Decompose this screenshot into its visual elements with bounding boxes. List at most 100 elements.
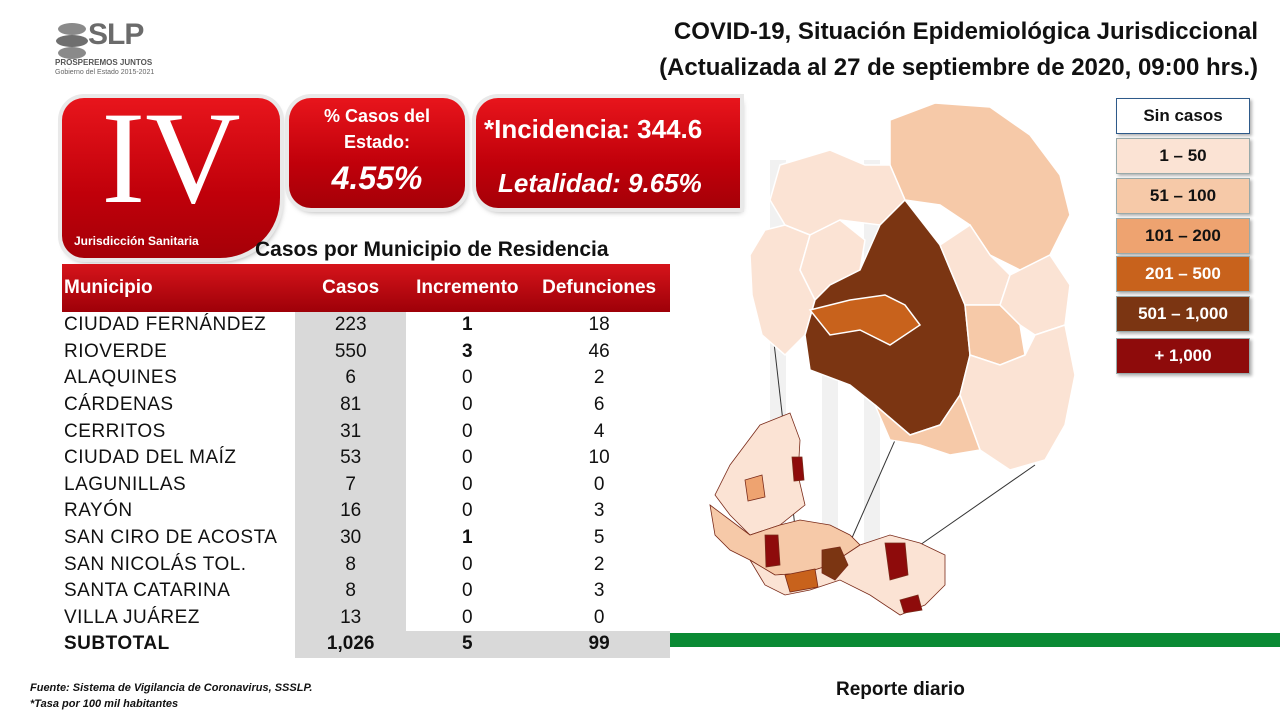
column-header-defunciones: Defunciones bbox=[528, 264, 670, 312]
incidence-value: *Incidencia: 344.6 bbox=[484, 114, 703, 144]
cell-defunciones: 99 bbox=[528, 631, 670, 658]
legend-item: Sin casos bbox=[1116, 98, 1250, 134]
table-row: SANTA CATARINA 8 0 3 bbox=[62, 577, 670, 605]
slp-logo-icon bbox=[56, 23, 88, 59]
legend-item: 201 – 500 bbox=[1116, 256, 1250, 292]
cell-casos: 31 bbox=[294, 418, 407, 445]
cases-table: Municipio Casos Incremento Defunciones C… bbox=[62, 264, 670, 658]
state-map-matehuala bbox=[791, 456, 805, 482]
column-header-municipio: Municipio bbox=[62, 264, 295, 312]
table-row: ALAQUINES 6 0 2 bbox=[62, 365, 670, 392]
table-row: SAN CIRO DE ACOSTA 30 1 5 bbox=[62, 524, 670, 552]
cell-defunciones: 0 bbox=[593, 606, 605, 628]
cell-defunciones: 6 bbox=[593, 394, 605, 416]
logo-text: SLP bbox=[88, 18, 144, 51]
page-title: COVID-19, Situación Epidemiológica Juris… bbox=[673, 18, 1258, 45]
cell-defunciones: 2 bbox=[593, 367, 605, 389]
subtotal-row: SUBTOTAL 1,026 5 99 bbox=[62, 631, 670, 658]
state-map-north bbox=[714, 412, 806, 536]
cell-casos: 53 bbox=[294, 444, 407, 472]
cell-incremento: 0 bbox=[462, 394, 473, 416]
cell-defunciones: 2 bbox=[593, 553, 605, 575]
cell-casos: 550 bbox=[294, 338, 407, 366]
logo-government: Gobierno del Estado 2015-2021 bbox=[55, 69, 155, 76]
cell-casos: 81 bbox=[294, 391, 407, 419]
logo-tagline: PROSPEREMOS JUNTOS bbox=[55, 58, 153, 67]
cell-municipio: CÁRDENAS bbox=[64, 394, 174, 416]
table-row: LAGUNILLAS 7 0 0 bbox=[62, 471, 670, 499]
cell-municipio: SANTA CATARINA bbox=[64, 580, 231, 602]
source-note: Fuente: Sistema de Vigilancia de Coronav… bbox=[30, 682, 313, 694]
cell-municipio: CERRITOS bbox=[64, 420, 166, 442]
jurisdiction-number: IV bbox=[101, 98, 241, 231]
cell-casos: 30 bbox=[294, 524, 407, 552]
state-map-valles bbox=[899, 594, 923, 614]
cell-casos: 16 bbox=[294, 498, 407, 525]
cell-casos: 13 bbox=[294, 604, 407, 632]
table-row: CIUDAD FERNÁNDEZ 223 1 18 bbox=[62, 312, 670, 339]
cell-defunciones: 4 bbox=[593, 420, 605, 442]
legend-item: 51 – 100 bbox=[1116, 178, 1250, 214]
table-row: VILLA JUÁREZ 13 0 0 bbox=[62, 604, 670, 632]
map-region-ciudad-fernandez bbox=[808, 294, 922, 346]
state-map-rioverde-small bbox=[821, 546, 849, 581]
legend-item: 1 – 50 bbox=[1116, 138, 1250, 174]
lethality-value: Letalidad: 9.65% bbox=[498, 168, 702, 198]
cell-incremento: 0 bbox=[462, 606, 473, 628]
cell-defunciones: 10 bbox=[588, 447, 610, 469]
cell-municipio: ALAQUINES bbox=[64, 367, 178, 389]
table-row: CÁRDENAS 81 0 6 bbox=[62, 391, 670, 419]
cell-incremento: 0 bbox=[462, 473, 473, 495]
table-title: Casos por Municipio de Residencia bbox=[255, 238, 609, 261]
jurisdiction-label: Jurisdicción Sanitaria bbox=[74, 234, 199, 248]
cell-casos: 8 bbox=[294, 551, 407, 578]
green-divider bbox=[670, 633, 1280, 647]
state-map-altiplano bbox=[744, 474, 766, 502]
table-row: CERRITOS 31 0 4 bbox=[62, 418, 670, 445]
cell-incremento: 0 bbox=[462, 420, 473, 442]
cell-municipio: SAN NICOLÁS TOL. bbox=[64, 553, 247, 575]
cell-municipio: RAYÓN bbox=[64, 500, 133, 522]
table-header-row: Municipio Casos Incremento Defunciones bbox=[62, 264, 670, 312]
cell-casos: 1,026 bbox=[294, 631, 407, 658]
table-row: RIOVERDE 550 3 46 bbox=[62, 338, 670, 366]
rates-card: *Incidencia: 344.6 Letalidad: 9.65% bbox=[476, 98, 740, 208]
cell-municipio: VILLA JUÁREZ bbox=[64, 606, 200, 628]
cell-casos: 6 bbox=[294, 365, 407, 392]
state-map-fernandez-small bbox=[784, 568, 819, 593]
cell-casos: 8 bbox=[294, 577, 407, 605]
cell-incremento: 5 bbox=[406, 631, 529, 658]
cell-municipio: SUBTOTAL bbox=[62, 631, 295, 658]
cell-defunciones: 3 bbox=[593, 580, 605, 602]
cell-incremento: 0 bbox=[462, 367, 473, 389]
state-share-value: 4.55% bbox=[331, 160, 423, 196]
cell-municipio: CIUDAD FERNÁNDEZ bbox=[64, 314, 267, 336]
jurisdiction-card: IV Jurisdicción Sanitaria bbox=[62, 98, 280, 258]
legend-item: 501 – 1,000 bbox=[1116, 296, 1250, 332]
column-header-incremento: Incremento bbox=[406, 264, 529, 312]
cell-incremento: 1 bbox=[462, 314, 473, 336]
rate-note: *Tasa por 100 mil habitantes bbox=[30, 698, 179, 710]
table-row: RAYÓN 16 0 3 bbox=[62, 498, 670, 525]
legend-item: 101 – 200 bbox=[1116, 218, 1250, 254]
map-region-south bbox=[874, 393, 982, 456]
cell-municipio: CIUDAD DEL MAÍZ bbox=[64, 447, 237, 469]
cell-incremento: 1 bbox=[462, 527, 473, 549]
legend-item: + 1,000 bbox=[1116, 338, 1250, 374]
cell-municipio: RIOVERDE bbox=[64, 340, 168, 362]
report-label: Reporte diario bbox=[836, 679, 965, 700]
cell-incremento: 0 bbox=[462, 580, 473, 602]
cell-defunciones: 0 bbox=[593, 473, 605, 495]
state-share-title: % Casos del Estado: bbox=[323, 106, 431, 152]
cell-defunciones: 5 bbox=[593, 527, 605, 549]
cell-incremento: 0 bbox=[462, 500, 473, 522]
cell-incremento: 0 bbox=[462, 553, 473, 575]
table-row: CIUDAD DEL MAÍZ 53 0 10 bbox=[62, 444, 670, 472]
state-map-capital bbox=[764, 534, 781, 568]
page-subtitle: (Actualizada al 27 de septiembre de 2020… bbox=[659, 54, 1258, 81]
jurisdiction-map bbox=[709, 102, 1076, 616]
cell-casos: 7 bbox=[294, 471, 407, 499]
cell-casos: 223 bbox=[294, 312, 407, 339]
table-row: SAN NICOLÁS TOL. 8 0 2 bbox=[62, 551, 670, 578]
cell-defunciones: 46 bbox=[588, 340, 610, 362]
